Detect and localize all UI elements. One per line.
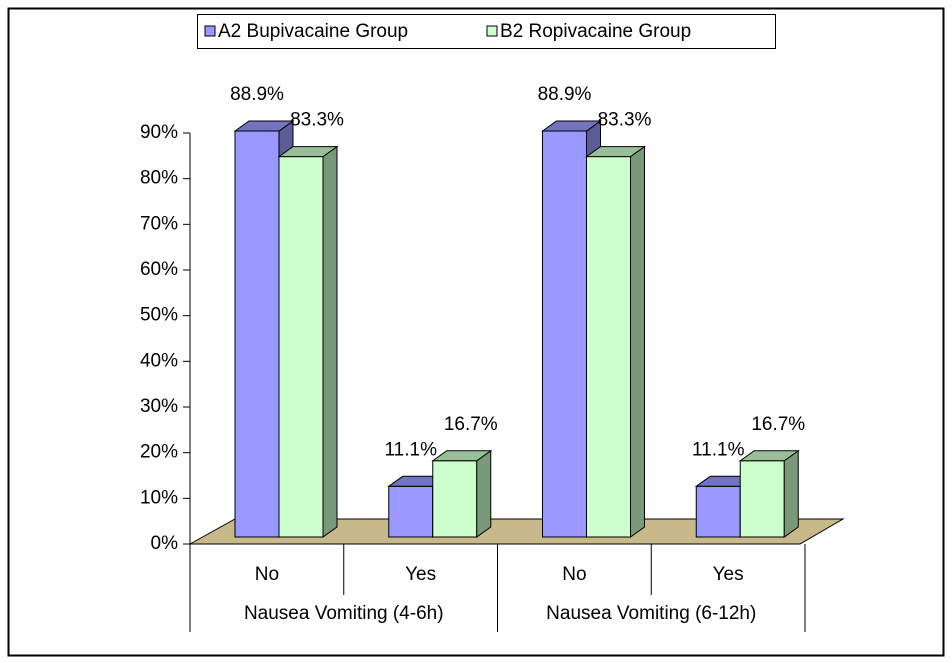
bar-front: [739, 460, 785, 538]
x-tick-label: Yes: [713, 564, 744, 585]
bar-front: [388, 485, 434, 538]
value-label: 16.7%: [444, 414, 498, 435]
x-tick-label: No: [562, 564, 586, 585]
bar-top: [738, 450, 800, 462]
value-label: 83.3%: [598, 110, 652, 131]
y-tick-label: 60%: [140, 259, 178, 280]
x-tick-label: Yes: [405, 564, 436, 585]
bar-side: [476, 449, 492, 538]
value-label: 11.1%: [385, 439, 438, 460]
legend-label: A2 Bupivacaine Group: [218, 21, 408, 42]
value-label: 16.7%: [751, 414, 805, 435]
y-tick-label: 80%: [140, 168, 178, 189]
group-label: Nausea Vomiting (4-6h): [244, 603, 444, 624]
bar-top: [431, 450, 493, 462]
bar-front: [432, 460, 478, 538]
y-tick-label: 0%: [151, 533, 179, 554]
bar-side: [322, 145, 338, 538]
value-label: 88.9%: [538, 84, 592, 105]
value-label: 83.3%: [290, 110, 344, 131]
bar-top: [277, 146, 339, 158]
x-tick-label: No: [255, 564, 279, 585]
value-label: 11.1%: [692, 439, 745, 460]
bar-front: [234, 130, 280, 538]
bar-front: [542, 130, 587, 538]
floor: [188, 518, 845, 545]
bar-front: [278, 156, 324, 538]
bar-front: [586, 156, 631, 538]
bar-top: [233, 120, 295, 132]
legend-swatch: [486, 25, 498, 37]
y-tick-label: 10%: [140, 487, 178, 508]
value-label: 88.9%: [230, 84, 284, 105]
chart-border: [7, 7, 945, 657]
y-tick-label: 50%: [140, 305, 178, 326]
bar-side: [783, 449, 799, 538]
y-tick-label: 70%: [140, 213, 178, 234]
y-tick-label: 40%: [140, 350, 178, 371]
y-tick-label: 30%: [140, 396, 178, 417]
bar-top: [584, 146, 647, 158]
group-label: Nausea Vomiting (6-12h): [546, 603, 756, 624]
y-tick-label: 90%: [140, 122, 178, 143]
bar-side: [630, 145, 645, 538]
legend-label: B2 Ropivacaine Group: [500, 21, 691, 42]
bar-front: [695, 485, 741, 538]
bar-top: [540, 120, 603, 132]
y-tick-label: 20%: [140, 442, 178, 463]
legend-swatch: [204, 25, 216, 37]
